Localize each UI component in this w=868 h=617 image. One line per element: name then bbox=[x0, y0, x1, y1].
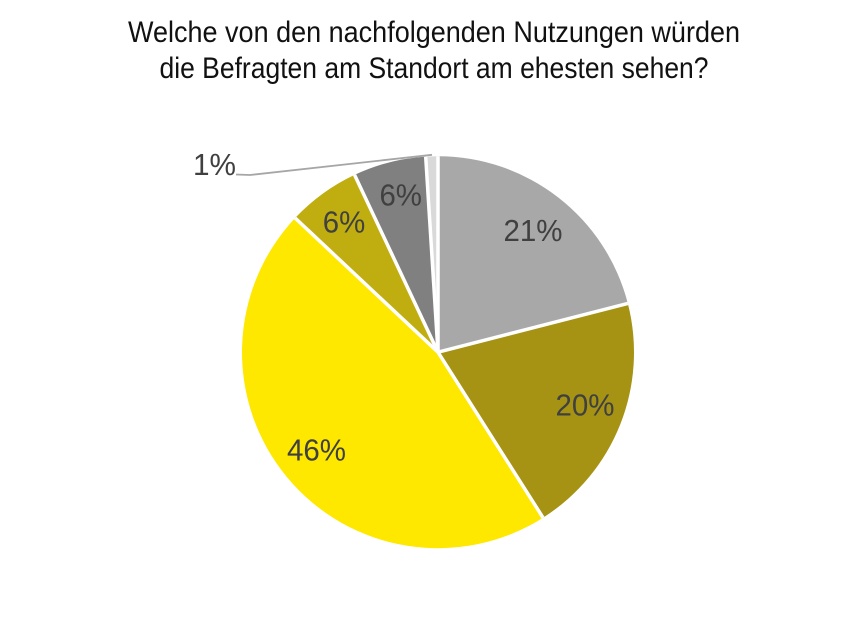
svg-text:1%: 1% bbox=[193, 147, 236, 182]
svg-text:20%: 20% bbox=[556, 388, 615, 423]
svg-text:21%: 21% bbox=[504, 213, 563, 248]
svg-text:6%: 6% bbox=[323, 205, 366, 240]
svg-text:46%: 46% bbox=[287, 433, 346, 468]
svg-text:Welche von den nachfolgenden N: Welche von den nachfolgenden Nutzungen w… bbox=[128, 16, 740, 49]
svg-text:6%: 6% bbox=[379, 178, 422, 213]
svg-text:die Befragten am Standort am e: die Befragten am Standort am ehesten seh… bbox=[160, 52, 709, 85]
